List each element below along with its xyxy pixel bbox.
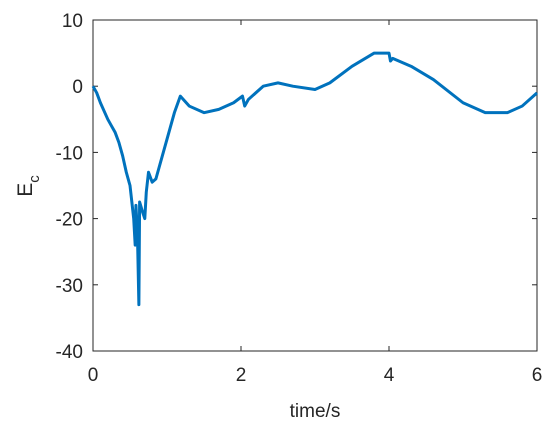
y-axis-label: Ec <box>14 175 43 197</box>
plot-box <box>92 19 538 352</box>
data-line <box>91 51 539 307</box>
y-tick-label: -30 <box>56 276 83 297</box>
y-axis-label-subscript: c <box>26 175 43 183</box>
x-axis-label: time/s <box>290 401 341 422</box>
y-axis-label-main: E <box>14 183 37 197</box>
y-tick-label: -20 <box>56 210 83 231</box>
y-tick-label: -10 <box>56 143 83 164</box>
y-tick-label: 0 <box>72 77 83 98</box>
x-tick-label: 6 <box>532 365 543 386</box>
y-tick-label: 10 <box>62 11 83 32</box>
x-tick-label: 2 <box>236 365 247 386</box>
x-tick-label: 4 <box>384 365 395 386</box>
x-tick-label: 0 <box>88 365 99 386</box>
y-tick-label: -40 <box>56 342 83 363</box>
